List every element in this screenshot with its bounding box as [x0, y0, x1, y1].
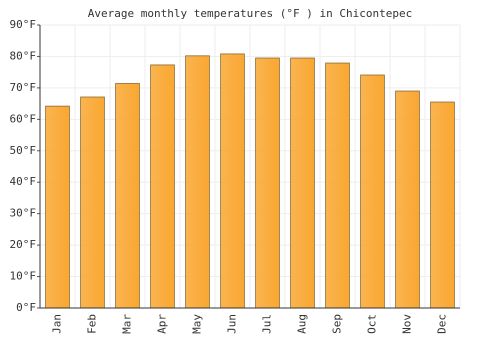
x-tick-label: Apr — [156, 314, 169, 334]
x-tick-label: Aug — [296, 314, 309, 334]
x-tick-label: Dec — [436, 314, 449, 334]
x-tick-label: Feb — [86, 314, 99, 334]
x-tick-label: Mar — [121, 314, 134, 334]
y-tick-label: 80°F — [10, 49, 37, 62]
x-tick-label: Nov — [401, 314, 414, 334]
y-tick-label: 0°F — [16, 301, 36, 314]
bar — [115, 83, 140, 309]
bar — [45, 105, 70, 309]
y-tick-label: 70°F — [10, 81, 37, 94]
y-tick-label: 60°F — [10, 112, 37, 125]
bar — [430, 101, 455, 309]
bar — [325, 62, 350, 309]
y-tick-label: 50°F — [10, 144, 37, 157]
x-tick-label: Jan — [51, 314, 64, 334]
bar — [360, 74, 385, 309]
bar — [290, 57, 315, 309]
bar — [185, 55, 210, 309]
y-tick-label: 90°F — [10, 18, 37, 31]
bar — [150, 64, 175, 309]
x-tick-label: Oct — [366, 314, 379, 334]
y-tick-label: 30°F — [10, 207, 37, 220]
x-tick-label: Jun — [226, 314, 239, 334]
y-tick-label: 20°F — [10, 238, 37, 251]
bar — [220, 53, 245, 309]
bar — [80, 96, 105, 309]
bar — [255, 57, 280, 309]
bar — [395, 90, 420, 309]
x-tick-label: Jul — [261, 314, 274, 334]
y-tick-label: 40°F — [10, 175, 37, 188]
chart-title: Average monthly temperatures (°F ) in Ch… — [88, 7, 413, 20]
y-tick-label: 10°F — [10, 270, 37, 283]
x-tick-label: Sep — [331, 314, 344, 334]
x-tick-label: May — [191, 314, 204, 334]
